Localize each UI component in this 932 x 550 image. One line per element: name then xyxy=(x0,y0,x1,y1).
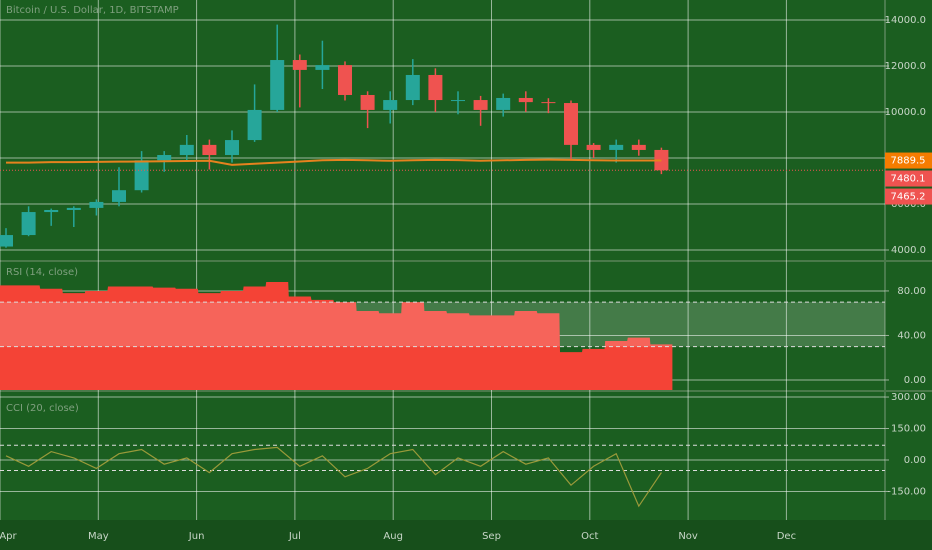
chart-title: Bitcoin / U.S. Dollar, 1D, BITSTAMP xyxy=(6,5,179,16)
x-tick-label: Aug xyxy=(383,531,403,542)
indicator-area xyxy=(0,282,673,390)
y-tick-label: 10000.0 xyxy=(885,107,926,118)
y-tick-label: 300.00 xyxy=(891,392,926,403)
candle-body xyxy=(21,212,36,236)
candle-body xyxy=(586,144,601,150)
candle-body xyxy=(451,100,465,102)
pane-title: RSI (14, close) xyxy=(6,267,78,278)
candle-body xyxy=(564,103,578,145)
candle-body xyxy=(112,190,126,202)
candle-body xyxy=(518,97,533,103)
candle-body xyxy=(360,94,375,110)
candle-body xyxy=(134,160,149,191)
y-tick-label: 150.00 xyxy=(891,424,926,435)
pane-title: CCI (20, close) xyxy=(6,403,79,414)
x-tick-label: Sep xyxy=(482,531,501,542)
price-tag-label: 7465.2 xyxy=(891,192,926,203)
price-tag-label: 7889.5 xyxy=(891,156,926,167)
x-tick-label: Jun xyxy=(188,531,205,542)
y-tick-label: 0.00 xyxy=(904,455,926,466)
candle-body xyxy=(202,144,217,156)
y-tick-label: 40.00 xyxy=(897,330,926,341)
candle-body xyxy=(292,60,307,70)
price-tag xyxy=(885,188,932,205)
candle-body xyxy=(473,100,488,110)
y-tick-label: 4000.0 xyxy=(891,245,926,256)
x-tick-label: Jul xyxy=(288,531,301,542)
y-tick-label: 80.00 xyxy=(897,286,926,297)
candle-body xyxy=(405,74,420,101)
candle-body xyxy=(315,65,330,70)
candle-body xyxy=(383,100,398,110)
price-tag xyxy=(885,170,932,187)
x-tick-label: Apr xyxy=(0,531,18,542)
price-tag xyxy=(885,152,932,169)
candle-body xyxy=(0,235,13,247)
candle-body xyxy=(157,155,172,161)
candle-body xyxy=(338,65,352,95)
y-tick-label: 12000.0 xyxy=(885,61,926,72)
y-tick-label: -150.00 xyxy=(887,486,926,497)
y-tick-label: 0.00 xyxy=(904,375,926,386)
candle-body xyxy=(631,144,646,150)
candle-body xyxy=(89,201,104,208)
price-tag-label: 7480.1 xyxy=(891,174,926,185)
x-tick-label: Nov xyxy=(678,531,698,542)
candle-body xyxy=(428,74,443,101)
candle-body xyxy=(541,102,556,104)
x-tick-label: Dec xyxy=(777,531,796,542)
y-tick-label: 14000.0 xyxy=(885,15,926,26)
candle-body xyxy=(66,207,81,210)
indicator-line xyxy=(5,446,662,508)
time-axis xyxy=(0,520,932,550)
x-tick-label: Oct xyxy=(581,531,598,542)
candle-body xyxy=(270,60,285,110)
candle-body xyxy=(496,97,511,110)
moving-average xyxy=(6,158,662,166)
band-fill xyxy=(0,302,885,347)
candle-body xyxy=(44,209,59,213)
candle-body xyxy=(609,144,624,150)
candle-body xyxy=(179,144,194,156)
x-tick-label: May xyxy=(88,531,109,542)
candle-body xyxy=(225,140,239,156)
candle-body xyxy=(247,109,262,141)
